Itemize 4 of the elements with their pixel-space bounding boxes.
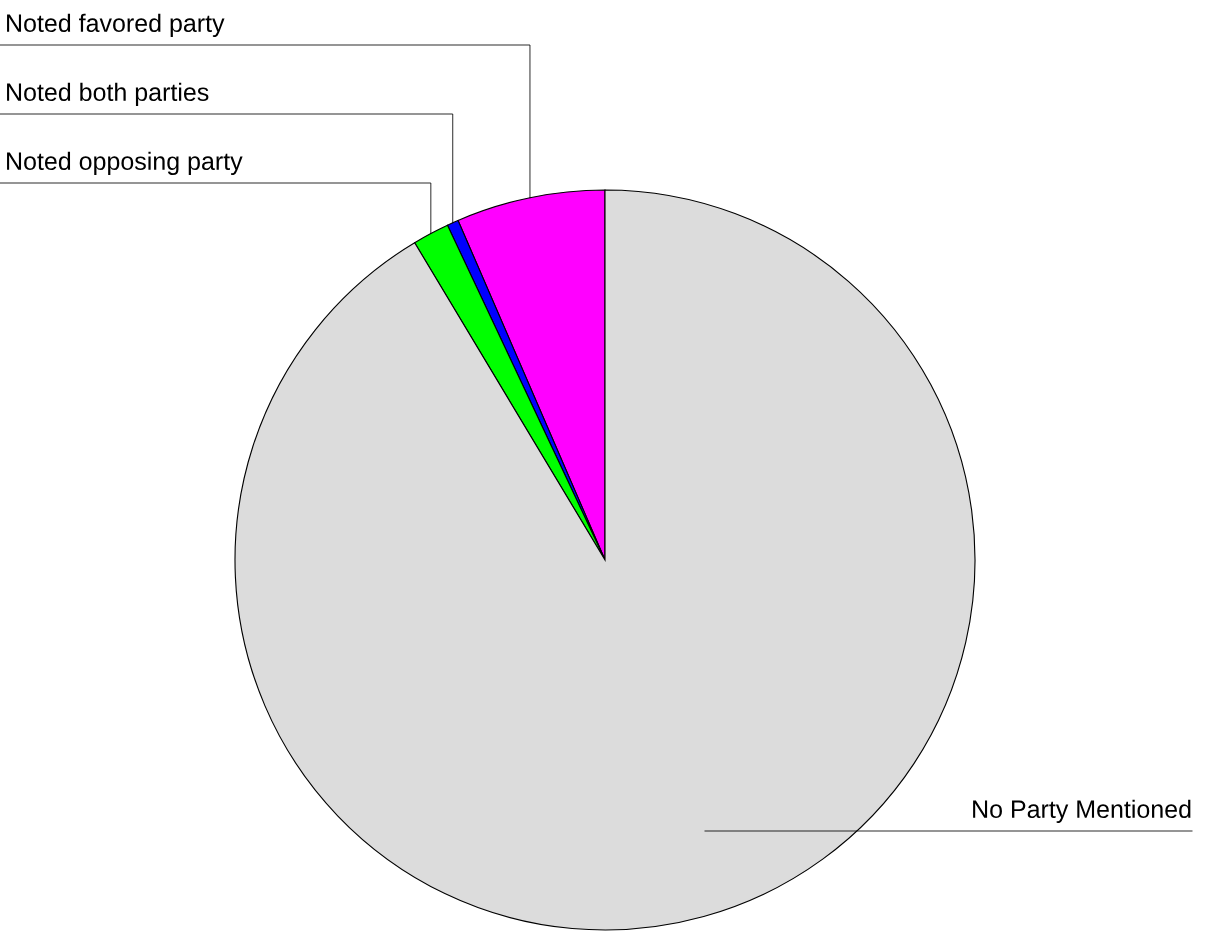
slice-label: Noted opposing party	[7, 151, 243, 175]
slice-label: Noted favored party	[7, 13, 225, 37]
slice-label: Noted both parties	[7, 82, 209, 106]
slice-label: No Party Mentioned	[973, 799, 1191, 823]
